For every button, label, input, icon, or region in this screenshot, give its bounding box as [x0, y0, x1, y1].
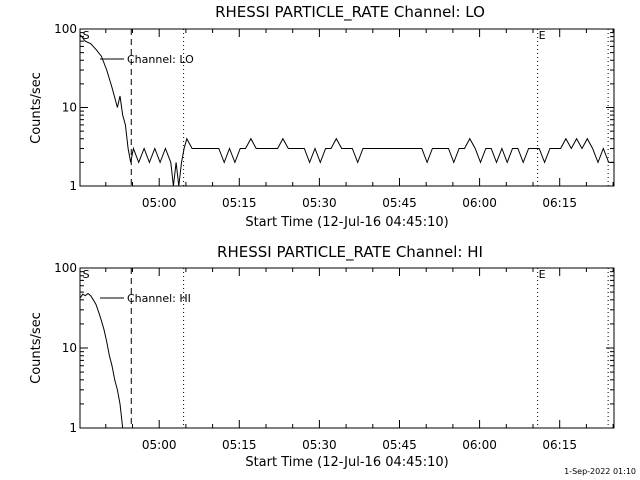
legend-label: Channel: LO — [127, 53, 194, 66]
marker-label: S — [83, 268, 90, 281]
x-tick-label: 05:00 — [142, 438, 177, 452]
series-line-hi — [79, 292, 124, 429]
chart-title: RHESSI PARTICLE_RATE Channel: HI — [217, 243, 483, 262]
x-tick-label: 05:00 — [142, 196, 177, 210]
y-tick-label: 10 — [62, 341, 77, 355]
x-tick-label: 05:45 — [382, 196, 417, 210]
x-tick-label: 05:30 — [302, 196, 337, 210]
y-tick-label: 10 — [62, 101, 77, 115]
marker-label: E — [539, 268, 546, 281]
y-tick-label: 1 — [69, 179, 77, 193]
y-axis-label: Counts/sec — [29, 312, 44, 384]
x-tick-label: 06:15 — [542, 438, 577, 452]
x-tick-label: 05:30 — [302, 438, 337, 452]
x-axis-label: Start Time (12-Jul-16 04:45:10) — [245, 455, 448, 470]
series-line-lo — [79, 34, 614, 187]
x-tick-label: 05:15 — [222, 196, 257, 210]
x-axis-label: Start Time (12-Jul-16 04:45:10) — [245, 215, 448, 230]
panel-lo: RHESSI PARTICLE_RATE Channel: LO S E 05:0… — [29, 3, 615, 230]
y-tick-label: 100 — [54, 261, 77, 275]
panel-hi: RHESSI PARTICLE_RATE Channel: HI S E 05:0… — [29, 243, 615, 470]
x-tick-label: 06:00 — [462, 438, 497, 452]
x-tick-label: 05:45 — [382, 438, 417, 452]
y-tick-label: 1 — [69, 421, 77, 435]
chart-title: RHESSI PARTICLE_RATE Channel: LO — [215, 3, 485, 22]
legend-label: Channel: HI — [127, 292, 191, 305]
y-tick-label: 100 — [54, 22, 77, 36]
x-tick-label: 05:15 — [222, 438, 257, 452]
x-tick-label: 06:00 — [462, 196, 497, 210]
marker-label: E — [539, 29, 546, 42]
x-tick-label: 06:15 — [542, 196, 577, 210]
marker-label: S — [83, 29, 90, 42]
y-axis-label: Counts/sec — [29, 72, 44, 144]
footer-timestamp: 1-Sep-2022 01:10 — [564, 467, 636, 476]
